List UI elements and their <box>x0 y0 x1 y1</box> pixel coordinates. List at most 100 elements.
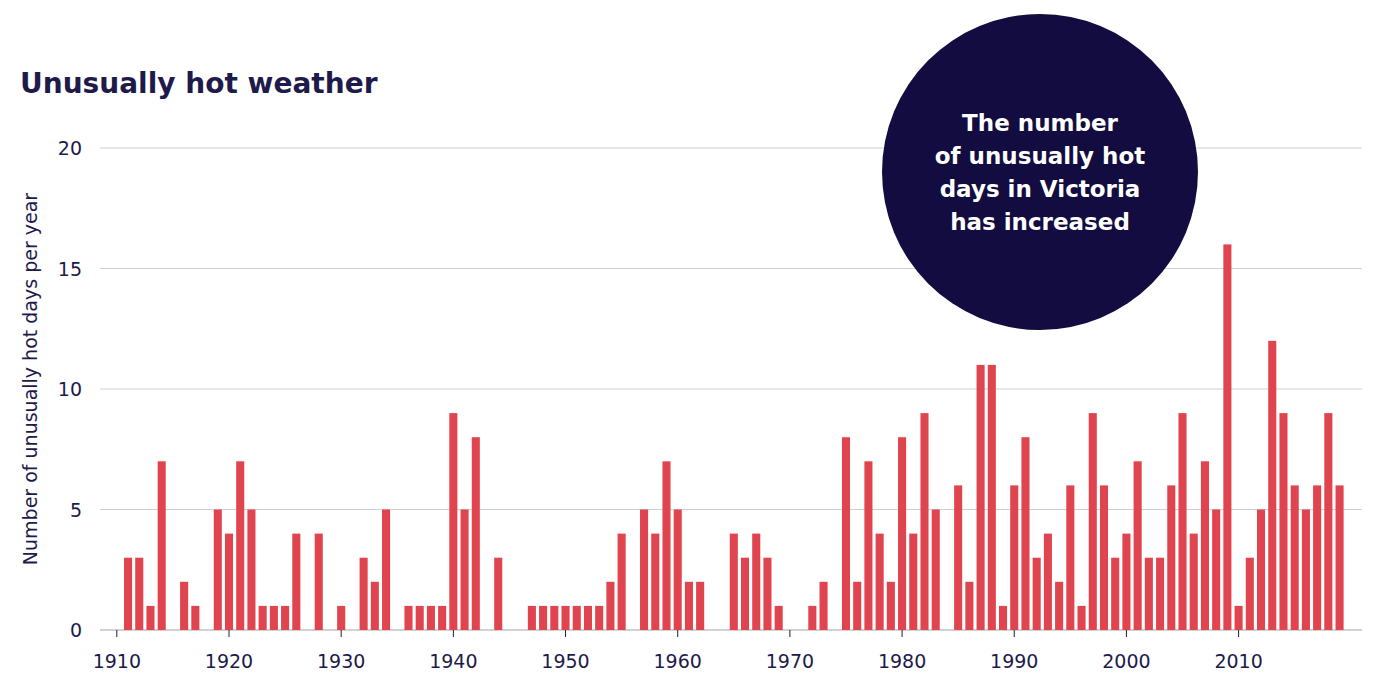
bar <box>943 630 951 631</box>
bar <box>573 606 581 630</box>
bar <box>360 558 368 630</box>
bar <box>1302 510 1310 631</box>
bar <box>999 606 1007 630</box>
x-tick-label: 1990 <box>990 650 1038 672</box>
bar <box>191 606 199 630</box>
bar <box>337 606 345 630</box>
bar <box>786 630 794 631</box>
bar <box>180 582 188 630</box>
annotation-text: of unusually hot <box>935 143 1145 169</box>
bar <box>831 630 839 631</box>
bar <box>977 365 985 630</box>
bar <box>1033 558 1041 630</box>
bar <box>236 461 244 630</box>
bar <box>797 630 805 631</box>
bar <box>427 606 435 630</box>
bar <box>1279 413 1287 630</box>
x-tick <box>565 630 566 637</box>
bar <box>988 365 996 630</box>
bar <box>775 606 783 630</box>
bar <box>393 630 401 631</box>
bar <box>1235 606 1243 630</box>
x-tick-label: 1910 <box>93 650 141 672</box>
bar <box>752 534 760 630</box>
bar <box>348 630 356 631</box>
bar <box>539 606 547 630</box>
y-axis-label: Number of unusually hot days per year <box>19 193 41 565</box>
bar <box>662 461 670 630</box>
bar <box>472 437 480 630</box>
bar <box>1324 413 1332 630</box>
bar <box>954 485 962 630</box>
bar <box>1145 558 1153 630</box>
bar <box>281 606 289 630</box>
bar <box>561 606 569 630</box>
bar <box>1100 485 1108 630</box>
bar <box>932 510 940 631</box>
grid-line <box>100 389 1362 390</box>
bar <box>820 582 828 630</box>
x-tick <box>229 630 230 637</box>
y-tick-label: 0 <box>70 619 82 641</box>
bar <box>719 630 727 631</box>
bar <box>1078 606 1086 630</box>
x-tick <box>902 630 903 637</box>
bar <box>618 534 626 630</box>
bar <box>1212 510 1220 631</box>
annotation-text: days in Victoria <box>940 176 1141 202</box>
x-tick <box>453 630 454 637</box>
bar <box>842 437 850 630</box>
chart: Unusually hot weather05101520Number of u… <box>0 0 1381 693</box>
bar <box>651 534 659 630</box>
y-tick-label: 15 <box>58 258 82 280</box>
bar <box>1122 534 1130 630</box>
bar <box>483 630 491 631</box>
bar <box>517 630 525 631</box>
bar <box>707 630 715 631</box>
x-tick-label: 2000 <box>1102 650 1150 672</box>
bar <box>1134 461 1142 630</box>
x-tick <box>1014 630 1015 637</box>
bar <box>326 630 334 631</box>
bar <box>303 630 311 631</box>
bar <box>135 558 143 630</box>
bar <box>416 606 424 630</box>
bar <box>640 510 648 631</box>
bar <box>1201 461 1209 630</box>
bar <box>461 510 469 631</box>
bar <box>1268 341 1276 630</box>
bar <box>158 461 166 630</box>
bar <box>315 534 323 630</box>
bar <box>146 606 154 630</box>
bar <box>247 510 255 631</box>
bar <box>124 558 132 630</box>
bar <box>203 630 211 631</box>
bar <box>1313 485 1321 630</box>
bar <box>259 606 267 630</box>
bar <box>965 582 973 630</box>
bar <box>1089 413 1097 630</box>
bar <box>741 558 749 630</box>
annotation-text: has increased <box>950 209 1130 235</box>
bar <box>763 558 771 630</box>
bar <box>371 582 379 630</box>
annotation-text: The number <box>962 110 1118 136</box>
bar <box>629 630 637 631</box>
title: Unusually hot weather <box>20 67 378 100</box>
x-tick <box>116 630 117 637</box>
x-tick-label: 1950 <box>541 650 589 672</box>
bar <box>1044 534 1052 630</box>
bar <box>1156 558 1164 630</box>
bar <box>920 413 928 630</box>
bar <box>909 534 917 630</box>
bar <box>853 582 861 630</box>
bar <box>1055 582 1063 630</box>
bar <box>438 606 446 630</box>
bar <box>887 582 895 630</box>
bar <box>1336 485 1344 630</box>
bar <box>696 582 704 630</box>
bar <box>898 437 906 630</box>
x-tick <box>1126 630 1127 637</box>
bar <box>864 461 872 630</box>
bar <box>876 534 884 630</box>
